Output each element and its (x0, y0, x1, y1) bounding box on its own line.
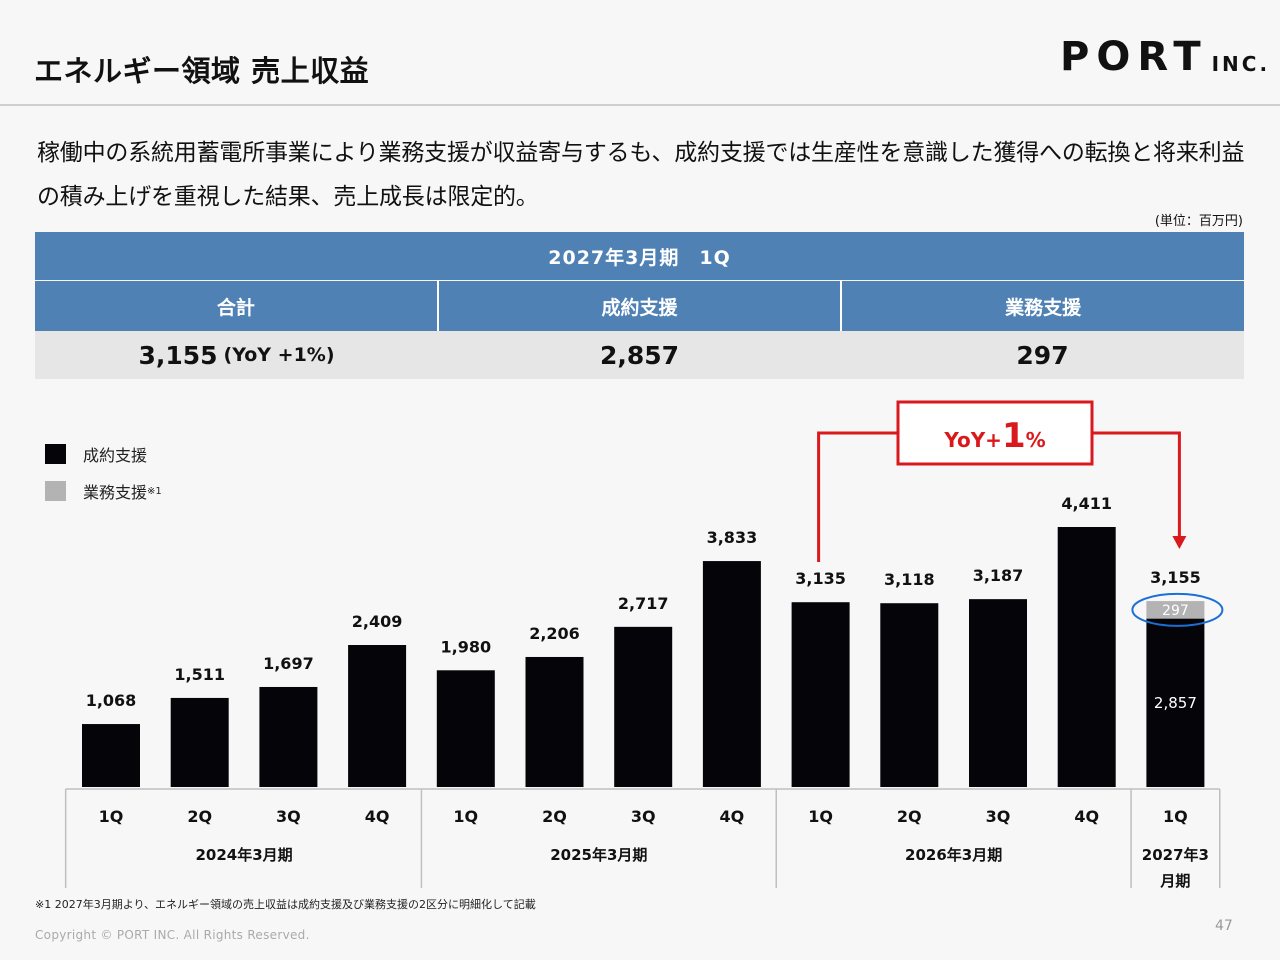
bar-total-label: 2,717 (618, 594, 669, 613)
yoy-box (896, 400, 1094, 466)
yoy-bracket-right (1092, 431, 1181, 537)
bar-contract (525, 656, 584, 787)
bar-contract (436, 670, 495, 787)
legend-label-business: 業務支援 (83, 483, 148, 502)
bar-total-label: 3,833 (707, 528, 758, 547)
bar-contract (348, 645, 407, 787)
summary-total-value: 3,155 (138, 340, 218, 370)
x-group-label: 2026年3月期 (905, 846, 1002, 864)
summary-table: 2027年3月期 1Q 合計 成約支援 業務支援 3,155 (YoY +1%)… (35, 232, 1245, 379)
x-tick-label: 4Q (365, 807, 390, 826)
bar-contract (82, 724, 140, 787)
page-number: 47 (1215, 918, 1233, 934)
revenue-bar-chart: 1,068 1,511 1,697 2,409 1,980 2,206 2,717 3,833… (64, 400, 1224, 890)
bar-contract (880, 603, 939, 787)
header-divider (0, 104, 1280, 106)
bar-contract (791, 602, 850, 787)
summary-header-business: 業務支援 (840, 281, 1245, 331)
bar-contract (1057, 527, 1116, 787)
lead-text: 稼働中の系統用蓄電所事業により業務支援が収益寄与するも、成約支援では生産性を意識… (37, 140, 1245, 210)
legend-swatch-business (45, 481, 66, 501)
segment-label-business: 297 (1162, 603, 1189, 619)
x-tick-label: 3Q (631, 807, 656, 826)
bar-total-label: 4,411 (1061, 494, 1112, 513)
summary-business-value: 297 (1016, 340, 1069, 370)
summary-header-total: 合計 (35, 281, 437, 331)
bar-business (1146, 601, 1205, 619)
summary-column-headers: 合計 成約支援 業務支援 (35, 281, 1245, 331)
x-tick-label: 1Q (99, 807, 124, 826)
bar-contract (614, 626, 673, 787)
bar-total-label: 1,980 (440, 637, 491, 656)
yoy-arrow-head (1172, 536, 1187, 549)
footnote: ※1 2027年3月期より、エネルギー領域の売上収益は成約支援及び業務支援の2区… (35, 898, 536, 911)
highlight-ring (1131, 592, 1224, 627)
x-tick-label: 4Q (1074, 807, 1099, 826)
summary-header-contract: 成約支援 (436, 281, 841, 331)
logo-main-text: PORT (1060, 34, 1208, 80)
summary-total-cell: 3,155 (YoY +1%) (35, 331, 438, 379)
summary-period-header: 2027年3月期 1Q (35, 232, 1244, 280)
bar-total-label: 3,155 (1150, 568, 1201, 587)
bar-contract (969, 599, 1027, 787)
x-group-label: 2024年3月期 (195, 846, 292, 864)
bar-contract (259, 686, 318, 787)
x-tick-label: 3Q (276, 807, 301, 826)
summary-total-yoy: (YoY +1%) (223, 344, 335, 366)
logo-sub-text: INC. (1211, 52, 1271, 76)
bar-total-label: 2,409 (352, 612, 403, 631)
page-title: エネルギー領域 売上収益 (34, 54, 370, 88)
yoy-annotation-text: YoY+1% (943, 416, 1045, 456)
x-tick-label: 4Q (720, 807, 745, 826)
copyright: Copyright © PORT INC. All Rights Reserve… (35, 928, 310, 942)
x-tick-label: 1Q (453, 807, 478, 826)
legend-note-mark: ※1 (147, 485, 162, 497)
yoy-bracket-left (817, 431, 898, 562)
bar-total-label: 2,206 (529, 624, 580, 643)
x-tick-label: 2Q (897, 807, 922, 826)
summary-values-row: 3,155 (YoY +1%) 2,857 297 (35, 331, 1244, 379)
x-tick-label: 1Q (808, 807, 833, 826)
bar-total-label: 1,068 (86, 691, 137, 710)
segment-label-contract: 2,857 (1154, 694, 1197, 712)
bar-contract (1146, 618, 1205, 787)
summary-contract-value: 2,857 (599, 340, 680, 370)
legend-item-contract: 成約支援 (45, 443, 162, 465)
x-group-label: 2027年3 月期 (1142, 846, 1209, 890)
unit-label: (単位：百万円) (1154, 214, 1243, 229)
company-logo: PORT INC. (1060, 30, 1267, 80)
bar-total-label: 3,187 (973, 566, 1024, 585)
x-tick-label: 2Q (187, 807, 212, 826)
bar-contract (702, 561, 761, 787)
legend-swatch-contract (45, 444, 66, 464)
x-group-label: 2025年3月期 (550, 846, 647, 864)
legend-label-contract: 成約支援 (83, 446, 148, 465)
bar-total-label: 1,511 (174, 665, 225, 684)
bar-contract (170, 697, 229, 787)
x-tick-label: 1Q (1163, 807, 1188, 826)
x-tick-label: 2Q (542, 807, 567, 826)
bar-total-label: 1,697 (263, 654, 314, 673)
chart-legend: 成約支援 業務支援 ※1 (45, 443, 162, 517)
bar-total-label: 3,118 (884, 570, 935, 589)
x-tick-label: 3Q (986, 807, 1011, 826)
legend-item-business: 業務支援 ※1 (45, 480, 162, 502)
bar-total-label: 3,135 (795, 569, 846, 588)
